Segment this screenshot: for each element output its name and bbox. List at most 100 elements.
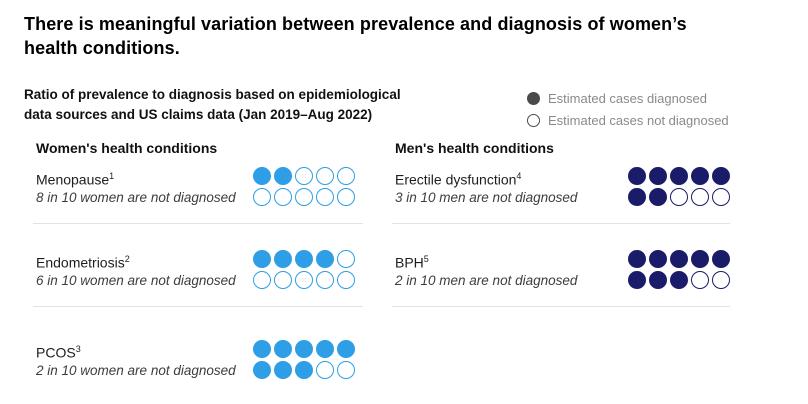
dot-diagnosed — [274, 340, 292, 359]
dot-diagnosed — [274, 361, 292, 380]
dot-diagnosed — [670, 250, 688, 269]
dot-grid-bph — [628, 250, 730, 290]
condition-note: 2 in 10 women are not diagnosed — [36, 362, 236, 378]
dot-not-diagnosed — [712, 188, 730, 207]
condition-row-bph: BPH5 2 in 10 men are not diagnosed — [392, 250, 730, 290]
dot-not-diagnosed — [295, 188, 313, 207]
dot-diagnosed — [628, 167, 646, 186]
dot-diagnosed — [274, 250, 292, 269]
dot-diagnosed — [253, 250, 271, 269]
filled-circle-icon — [527, 91, 540, 105]
dot-diagnosed — [712, 167, 730, 186]
divider — [392, 223, 730, 224]
condition-name: BPH5 — [395, 250, 577, 272]
dot-grid-endometriosis — [253, 250, 355, 290]
dot-diagnosed — [316, 340, 334, 359]
chart-title: There is meaningful variation between pr… — [24, 14, 687, 58]
dot-diagnosed — [253, 340, 271, 359]
dot-diagnosed — [253, 361, 271, 380]
footnote-marker: 5 — [423, 254, 429, 264]
dot-grid-menopause — [253, 167, 355, 207]
dot-not-diagnosed — [712, 271, 730, 290]
dot-not-diagnosed — [316, 188, 334, 207]
footnote-marker: 3 — [75, 344, 81, 354]
dot-not-diagnosed — [316, 361, 334, 380]
dot-diagnosed — [691, 167, 709, 186]
dot-diagnosed — [649, 250, 667, 269]
dot-not-diagnosed — [295, 271, 313, 290]
dot-not-diagnosed — [670, 188, 688, 207]
dot-diagnosed — [670, 167, 688, 186]
dot-not-diagnosed — [337, 271, 355, 290]
condition-row-menopause: Menopause1 8 in 10 women are not diagnos… — [33, 167, 363, 207]
dot-diagnosed — [712, 250, 730, 269]
legend: Estimated cases diagnosed Estimated case… — [527, 87, 729, 131]
condition-note: 2 in 10 men are not diagnosed — [395, 272, 578, 288]
condition-note: 3 in 10 men are not diagnosed — [395, 189, 578, 205]
dot-diagnosed — [295, 250, 313, 269]
condition-text: PCOS3 2 in 10 women are not diagnosed — [36, 340, 236, 380]
dot-not-diagnosed — [253, 188, 271, 207]
dot-not-diagnosed — [691, 188, 709, 207]
column-header-men: Men's health conditions — [395, 140, 554, 156]
legend-item-not-diagnosed: Estimated cases not diagnosed — [527, 109, 729, 131]
condition-name-text: BPH — [395, 254, 424, 271]
dot-diagnosed — [295, 361, 313, 380]
dot-not-diagnosed — [691, 271, 709, 290]
dot-diagnosed — [628, 271, 646, 290]
dot-diagnosed — [670, 271, 688, 290]
condition-name: Menopause1 — [36, 167, 236, 189]
divider — [392, 306, 730, 307]
condition-name-text: PCOS — [36, 344, 76, 361]
dot-diagnosed — [649, 167, 667, 186]
dot-diagnosed — [628, 188, 646, 207]
dot-not-diagnosed — [295, 167, 313, 186]
dot-diagnosed — [691, 250, 709, 269]
condition-text: Endometriosis2 6 in 10 women are not dia… — [36, 250, 236, 290]
condition-text: Erectile dysfunction4 3 in 10 men are no… — [395, 167, 577, 207]
condition-name: Endometriosis2 — [36, 250, 236, 272]
dot-not-diagnosed — [337, 361, 355, 380]
footnote-marker: 1 — [109, 171, 115, 181]
chart-subtitle: Ratio of prevalence to diagnosis based o… — [24, 87, 401, 122]
dot-diagnosed — [649, 271, 667, 290]
divider — [33, 306, 363, 307]
dot-not-diagnosed — [337, 188, 355, 207]
dot-not-diagnosed — [253, 271, 271, 290]
condition-name-text: Menopause — [36, 171, 110, 188]
dot-diagnosed — [649, 188, 667, 207]
dot-diagnosed — [337, 340, 355, 359]
dot-not-diagnosed — [274, 188, 292, 207]
dot-not-diagnosed — [274, 271, 292, 290]
dot-diagnosed — [253, 167, 271, 186]
dot-diagnosed — [274, 167, 292, 186]
legend-label-not-diagnosed: Estimated cases not diagnosed — [548, 112, 729, 128]
condition-note: 6 in 10 women are not diagnosed — [36, 272, 236, 288]
dot-not-diagnosed — [316, 167, 334, 186]
column-header-women: Women's health conditions — [36, 140, 218, 156]
dot-grid-pcos — [253, 340, 355, 380]
dot-diagnosed — [628, 250, 646, 269]
condition-row-endometriosis: Endometriosis2 6 in 10 women are not dia… — [33, 250, 363, 290]
legend-label-diagnosed: Estimated cases diagnosed — [548, 90, 707, 106]
condition-text: BPH5 2 in 10 men are not diagnosed — [395, 250, 577, 290]
condition-note: 8 in 10 women are not diagnosed — [36, 189, 236, 205]
condition-name-text: Erectile dysfunction — [395, 171, 517, 188]
dot-diagnosed — [316, 250, 334, 269]
condition-row-pcos: PCOS3 2 in 10 women are not diagnosed — [33, 340, 363, 380]
legend-item-diagnosed: Estimated cases diagnosed — [527, 87, 729, 109]
condition-name: Erectile dysfunction4 — [395, 167, 577, 189]
dot-grid-erectile-dysfunction — [628, 167, 730, 207]
footnote-marker: 2 — [124, 254, 130, 264]
condition-name: PCOS3 — [36, 340, 236, 362]
dot-not-diagnosed — [337, 167, 355, 186]
condition-text: Menopause1 8 in 10 women are not diagnos… — [36, 167, 236, 207]
dot-diagnosed — [295, 340, 313, 359]
dot-not-diagnosed — [337, 250, 355, 269]
footnote-marker: 4 — [516, 171, 522, 181]
dot-not-diagnosed — [316, 271, 334, 290]
condition-row-erectile-dysfunction: Erectile dysfunction4 3 in 10 men are no… — [392, 167, 730, 207]
condition-name-text: Endometriosis — [36, 254, 125, 271]
divider — [33, 223, 363, 224]
